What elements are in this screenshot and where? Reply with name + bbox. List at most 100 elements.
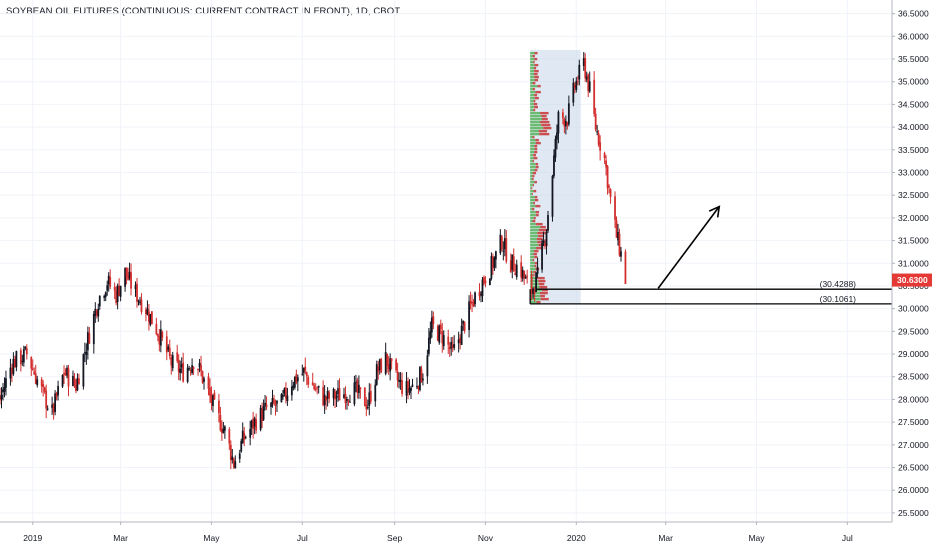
x-tick-label: May (748, 533, 765, 543)
candle-body (116, 285, 119, 303)
candle-body (533, 291, 536, 294)
profile-bar-up (530, 267, 536, 271)
profile-bar-down (532, 177, 534, 181)
candle-body (427, 337, 430, 354)
x-tick-label: Sep (387, 533, 402, 543)
profile-bar-up (530, 99, 534, 103)
profile-bar-down (535, 162, 539, 166)
candle-body (283, 388, 286, 394)
candle-body (124, 267, 126, 287)
candle-body (523, 271, 526, 279)
candle-body (536, 266, 539, 274)
candle-body (614, 196, 616, 220)
candle-body (323, 394, 326, 406)
candle-body (463, 322, 466, 331)
profile-bar-up (530, 216, 534, 220)
candle-body (203, 378, 205, 382)
candle-body (63, 372, 65, 375)
candle-body (593, 79, 596, 115)
profile-bar-up (530, 231, 538, 235)
candle-body (197, 369, 199, 371)
candle-body (322, 387, 325, 406)
candle-body (468, 301, 470, 330)
profile-bar-up (530, 90, 536, 94)
candle-body (118, 285, 121, 296)
candle-body (363, 387, 366, 407)
candle-body (189, 370, 192, 372)
candle-body (334, 391, 336, 400)
candle-body (521, 269, 524, 279)
y-tick-label: 32.0000 (898, 213, 929, 223)
profile-bar-down (538, 282, 545, 286)
projection-arrow-line[interactable] (657, 206, 720, 289)
profile-bar-up (530, 177, 533, 181)
profile-bar-up (530, 204, 536, 208)
profile-bar-down (533, 108, 536, 112)
candle-body (307, 377, 310, 385)
candle-body (564, 120, 567, 127)
candle-body (228, 429, 231, 444)
candle-body (317, 385, 320, 388)
candle-body (511, 254, 514, 271)
candle-body (395, 359, 398, 371)
x-tick-label: Jul (297, 533, 308, 543)
x-tick-label: 2019 (23, 533, 42, 543)
y-tick-label: 35.0000 (898, 77, 929, 87)
candle-body (587, 74, 590, 92)
candle-body (106, 285, 109, 291)
profile-bar-up (530, 249, 535, 253)
profile-bar-down (534, 105, 538, 109)
profile-bar-up (530, 87, 533, 91)
profile-bar-down (534, 93, 538, 97)
y-tick-label: 33.0000 (898, 167, 929, 177)
profile-bar-down (533, 270, 537, 274)
profile-bar-up (530, 51, 535, 55)
candle-body (51, 404, 54, 408)
candle-body (438, 325, 441, 343)
candle-body (357, 384, 360, 394)
candle-body (296, 377, 299, 382)
profile-bar-up (530, 117, 542, 121)
candle-body (606, 166, 609, 189)
x-tick-label: Mar (113, 533, 128, 543)
candle-body (535, 272, 537, 292)
profile-bar-down (539, 120, 550, 124)
candle-body (3, 387, 6, 392)
profile-bar-down (533, 201, 536, 205)
candle-body (585, 76, 588, 80)
profile-bar-down (538, 279, 546, 283)
profile-bar-down (537, 240, 544, 244)
profile-bar-up (530, 105, 535, 109)
y-tick-label: 26.5000 (898, 463, 929, 473)
candle-body (554, 139, 557, 158)
profile-bar-up (530, 81, 533, 85)
candle-body (255, 419, 258, 431)
profile-bar-up (530, 156, 534, 160)
profile-bar-up (530, 222, 536, 226)
profile-bar-down (534, 249, 539, 253)
candle-body (31, 368, 34, 370)
profile-bar-down (541, 123, 551, 127)
candle-body (337, 388, 339, 395)
candle-body (545, 231, 548, 246)
candle-body (40, 379, 43, 387)
candle-body (618, 233, 621, 256)
candle-body (429, 331, 432, 340)
candle-body (325, 396, 328, 401)
profile-bar-down (534, 57, 538, 61)
candle-body (78, 378, 80, 385)
profile-bar-up (530, 138, 536, 142)
candle-body (119, 285, 122, 297)
profile-bar-up (530, 168, 535, 172)
candle-body (344, 393, 347, 404)
candle-body (24, 346, 27, 349)
candle-body (484, 280, 487, 284)
profile-bar-down (533, 99, 536, 103)
candle-body (326, 390, 329, 399)
profile-bar-down (534, 75, 539, 79)
candle-body (420, 368, 423, 383)
profile-bar-up (530, 63, 535, 67)
candle-body (21, 360, 24, 362)
candle-body (578, 64, 581, 80)
